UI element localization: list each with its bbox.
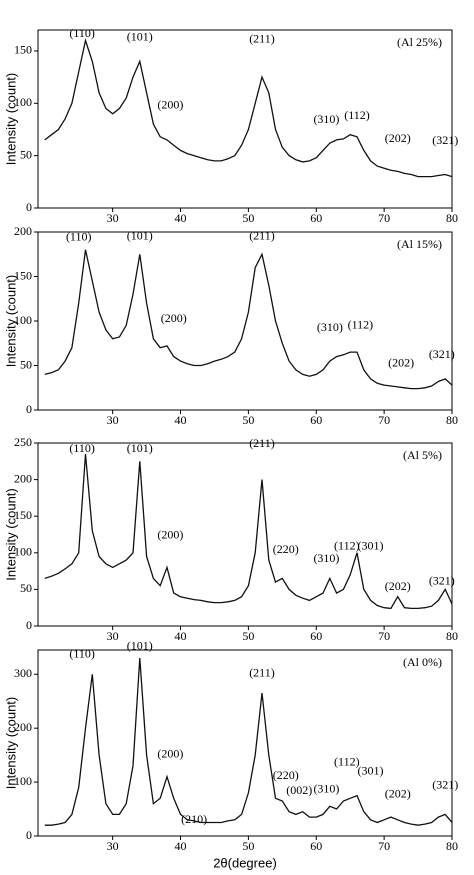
plot-frame	[37, 29, 453, 209]
x-tick-label: 80	[446, 629, 458, 643]
x-tick-label: 40	[175, 211, 187, 225]
x-tick-label: 50	[242, 211, 254, 225]
panel-label: (Al 5%)	[403, 448, 442, 462]
x-tick-label: 60	[310, 839, 322, 853]
y-axis-title: Intensity (count)	[3, 73, 18, 166]
peak-label: (112)	[334, 754, 360, 768]
peak-label: (210)	[181, 812, 207, 826]
peak-label: (200)	[157, 528, 183, 542]
peak-label: (301)	[358, 539, 384, 553]
y-tick-label: 150	[14, 268, 32, 282]
peak-label: (002)	[286, 783, 312, 797]
peak-label: (211)	[249, 436, 275, 450]
plot-frame	[37, 231, 453, 411]
x-tick-label: 60	[310, 211, 322, 225]
y-tick-label: 200	[14, 720, 32, 734]
y-axis-title: Intensity (count)	[3, 488, 18, 581]
peak-label: (310)	[313, 551, 339, 565]
x-tick-label: 50	[242, 413, 254, 427]
x-tick-label: 80	[446, 211, 458, 225]
x-tick-label: 70	[378, 629, 390, 643]
x-tick-label: 30	[107, 413, 119, 427]
y-tick-label: 200	[14, 471, 32, 485]
x-tick-label: 80	[446, 839, 458, 853]
y-tick-label: 50	[20, 581, 32, 595]
plot-frame	[37, 442, 453, 627]
peak-label: (101)	[127, 441, 153, 455]
x-axis-title: 2θ(degree)	[213, 855, 277, 870]
x-tick-label: 70	[378, 211, 390, 225]
x-tick-label: 40	[175, 629, 187, 643]
y-tick-label: 50	[20, 357, 32, 371]
x-tick-label: 30	[107, 629, 119, 643]
xrd-line	[44, 249, 453, 390]
x-tick-label: 50	[242, 629, 254, 643]
peak-label: (211)	[249, 665, 275, 679]
peak-label: (301)	[358, 764, 384, 778]
peak-label: (101)	[127, 29, 153, 43]
x-tick-label: 60	[310, 629, 322, 643]
peak-label: (211)	[249, 31, 275, 45]
y-tick-label: 250	[14, 435, 32, 449]
peak-label: (112)	[344, 108, 370, 122]
peak-label: (112)	[348, 317, 374, 331]
peak-label: (211)	[249, 228, 275, 242]
y-tick-label: 150	[14, 43, 32, 57]
panel-label: (Al 0%)	[403, 655, 442, 669]
y-tick-label: 150	[14, 508, 32, 522]
x-tick-label: 40	[175, 839, 187, 853]
peak-label: (200)	[161, 311, 187, 325]
y-tick-label: 100	[14, 313, 32, 327]
peak-label: (202)	[385, 579, 411, 593]
peak-label: (202)	[385, 787, 411, 801]
y-tick-label: 200	[14, 224, 32, 238]
peak-label: (110)	[66, 229, 92, 243]
peak-label: (310)	[313, 781, 339, 795]
peak-label: (310)	[313, 112, 339, 126]
y-tick-label: 50	[20, 147, 32, 161]
y-tick-label: 300	[14, 666, 32, 680]
peak-label: (220)	[273, 542, 299, 556]
peak-label: (202)	[388, 356, 414, 370]
y-tick-label: 100	[14, 545, 32, 559]
x-tick-label: 30	[107, 839, 119, 853]
peak-label: (110)	[69, 647, 95, 661]
panel-label: (Al 25%)	[397, 35, 442, 49]
peak-label: (101)	[127, 228, 153, 242]
x-tick-label: 70	[378, 839, 390, 853]
y-tick-label: 0	[26, 402, 32, 416]
peak-label: (101)	[127, 638, 153, 652]
plot-frame	[37, 649, 453, 837]
y-tick-label: 100	[14, 774, 32, 788]
y-tick-label: 0	[26, 828, 32, 842]
x-tick-label: 40	[175, 413, 187, 427]
panel-label: (Al 15%)	[397, 237, 442, 251]
peak-label: (310)	[317, 320, 343, 334]
peak-label: (202)	[385, 131, 411, 145]
x-tick-label: 80	[446, 413, 458, 427]
y-tick-label: 0	[26, 618, 32, 632]
peak-label: (321)	[432, 133, 458, 147]
peak-label: (112)	[334, 539, 360, 553]
y-axis-title: Intensity (count)	[3, 697, 18, 790]
x-tick-label: 60	[310, 413, 322, 427]
y-axis-title: Intensity (count)	[3, 275, 18, 368]
xrd-line	[44, 38, 453, 178]
xrd-line	[44, 453, 453, 610]
peak-label: (110)	[69, 26, 95, 40]
peak-label: (321)	[429, 347, 455, 361]
y-tick-label: 0	[26, 200, 32, 214]
x-tick-label: 50	[242, 839, 254, 853]
peak-label: (110)	[69, 441, 95, 455]
peak-label: (321)	[429, 574, 455, 588]
xrd-line	[44, 658, 453, 826]
peak-label: (220)	[273, 768, 299, 782]
peak-label: (321)	[432, 778, 458, 792]
y-tick-label: 100	[14, 95, 32, 109]
peak-label: (200)	[157, 746, 183, 760]
x-tick-label: 30	[107, 211, 119, 225]
peak-label: (200)	[157, 97, 183, 111]
x-tick-label: 70	[378, 413, 390, 427]
